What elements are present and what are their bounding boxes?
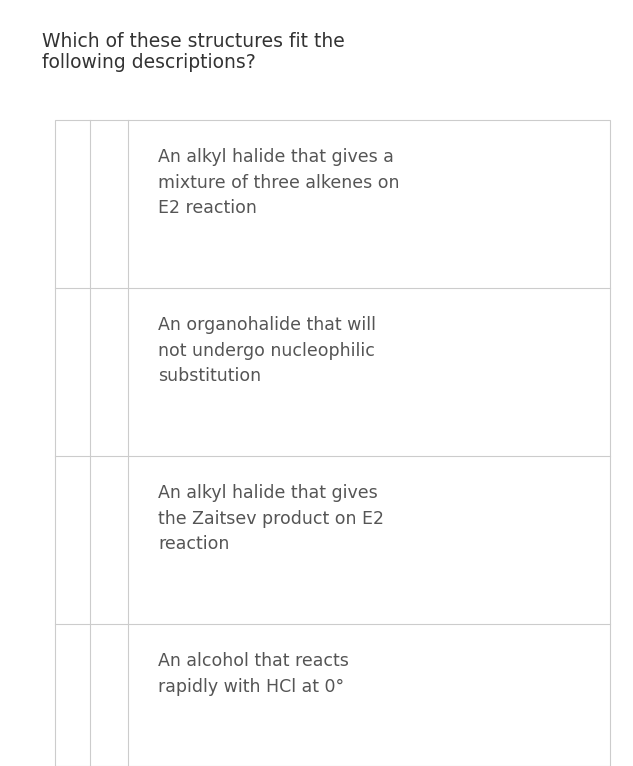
Bar [55, 120, 610, 766]
Text: Which of these structures fit the: Which of these structures fit the [42, 32, 345, 51]
Text: An alkyl halide that gives
the Zaitsev product on E2
reaction: An alkyl halide that gives the Zaitsev p… [158, 484, 384, 553]
Text: An organohalide that will
not undergo nucleophilic
substitution: An organohalide that will not undergo nu… [158, 316, 376, 385]
Text: following descriptions?: following descriptions? [42, 53, 256, 72]
Text: An alkyl halide that gives a
mixture of three alkenes on
E2 reaction: An alkyl halide that gives a mixture of … [158, 148, 399, 218]
Text: An alcohol that reacts
rapidly with HCl at 0°: An alcohol that reacts rapidly with HCl … [158, 652, 349, 696]
